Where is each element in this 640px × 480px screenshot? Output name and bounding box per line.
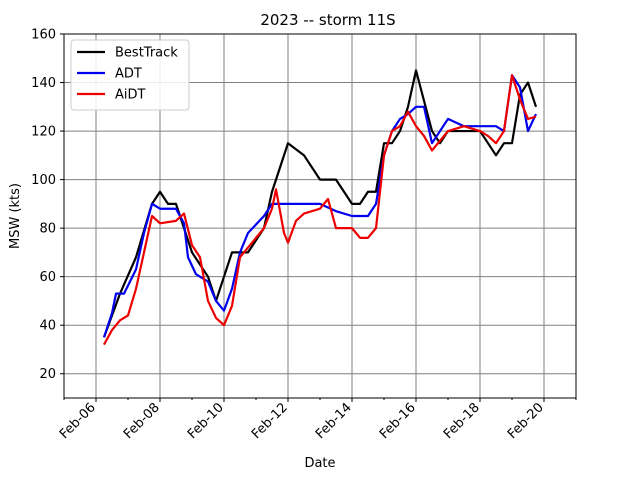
y-axis-title: MSW (kts): [8, 183, 23, 249]
y-tick-label: 40: [39, 319, 56, 334]
legend-box: [70, 39, 190, 111]
y-tick-label: 120: [31, 125, 56, 140]
y-tick-label: 140: [31, 76, 56, 91]
y-tick-label: 80: [39, 222, 56, 237]
y-tick-label: 160: [31, 28, 56, 43]
series-line-aidt: [103, 74, 537, 346]
y-tick-label: 20: [39, 367, 56, 382]
chart-title: 2023 -- storm 11S: [260, 11, 395, 29]
legend: BestTrack ADT AiDT: [70, 39, 190, 111]
legend-label: AiDT: [115, 88, 146, 103]
series-layer: [102, 69, 538, 346]
legend-label: ADT: [115, 67, 142, 82]
y-tick-label: 100: [31, 173, 56, 188]
x-axis-title: Date: [304, 456, 335, 471]
y-tick-label: 60: [39, 270, 56, 285]
legend-label: BestTrack: [115, 46, 178, 61]
